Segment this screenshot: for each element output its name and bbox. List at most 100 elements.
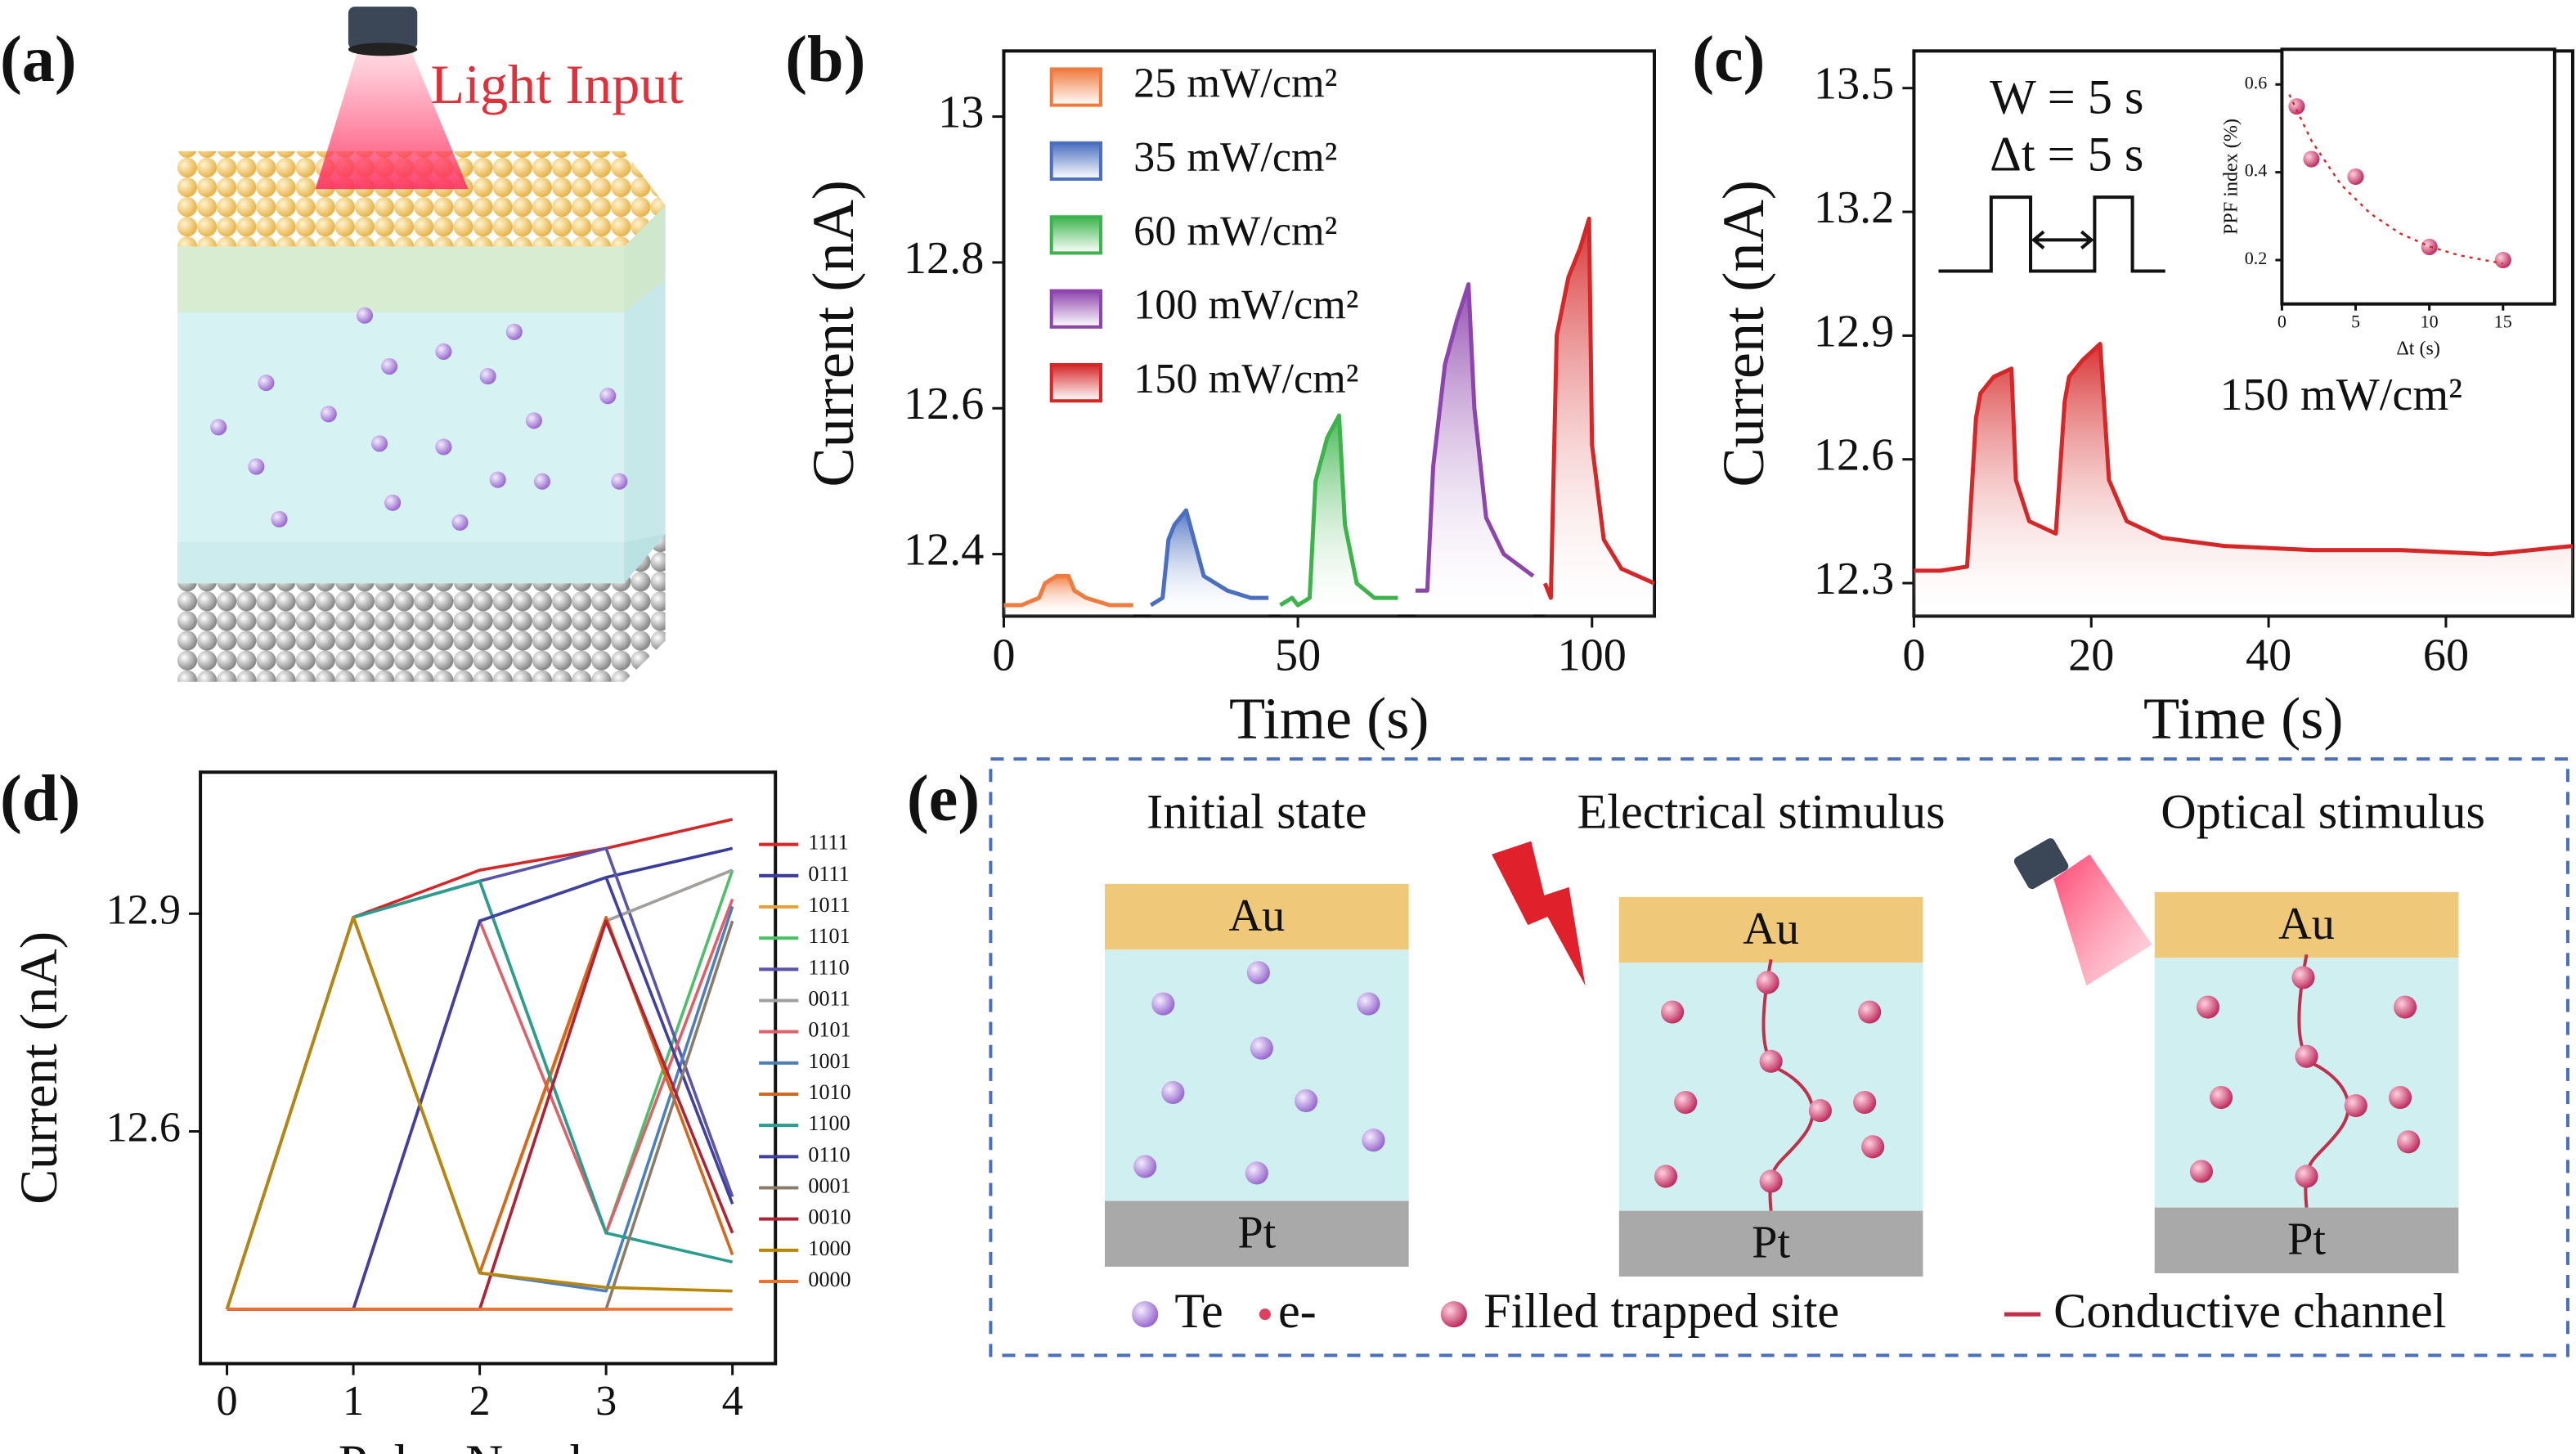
legend-label: Te [1174, 1284, 1223, 1339]
trapped-site [1808, 1099, 1832, 1123]
panel-label: (b) [785, 23, 865, 96]
trapped-site [2210, 1085, 2233, 1110]
x-tick-label: 100 [1558, 631, 1627, 681]
panel-a-shape [348, 43, 418, 56]
y-tick-label: 13 [938, 87, 984, 137]
y-tick-label: 12.6 [904, 379, 984, 429]
trapped-site [2397, 1130, 2421, 1154]
panel-a-shape [348, 7, 418, 50]
x-axis-label: Δt (s) [2396, 338, 2440, 359]
trapped-site [1654, 1165, 1678, 1188]
panel-a-shape-shape [210, 419, 227, 436]
legend-label: 1110 [808, 955, 849, 979]
au-layer [2154, 891, 2459, 958]
te-atom [1151, 992, 1175, 1016]
legend-label: 1001 [808, 1049, 850, 1073]
au-label: Au [2278, 899, 2335, 949]
legend-swatch [1049, 215, 1102, 255]
legend-label: e- [1278, 1284, 1317, 1339]
y-tick-label: 12.3 [1814, 554, 1894, 604]
pt-layer [2154, 1207, 2459, 1273]
legend-label: 1011 [808, 893, 850, 917]
trapped-site [1661, 1000, 1685, 1024]
panel-e: (e) Initial state Au Pt Electrical stimulus… [907, 757, 2569, 1358]
x-tick-label: 5 [2351, 311, 2360, 331]
panel-a-shape [315, 49, 469, 190]
legend-label: 0010 [808, 1205, 850, 1229]
panel-a-shape-shape [479, 368, 496, 385]
y-tick-label: 0.6 [2245, 72, 2268, 92]
legend-label: 0111 [808, 862, 849, 886]
x-axis-label: Time (s) [2143, 686, 2343, 752]
panel-a: (a) Light Input [0, 7, 684, 682]
y-axis-label: PPF index (%) [2221, 119, 2242, 235]
x-tick-label: 10 [2421, 311, 2439, 331]
legend-label: 0001 [808, 1174, 850, 1197]
legend-swatch [1049, 141, 1102, 182]
conductive-channel [1761, 958, 1815, 1211]
legend-label: 25 mW/cm² [1133, 60, 1337, 107]
trapped-site [1759, 1169, 1783, 1193]
legend-label: Conductive channel [2053, 1284, 2446, 1339]
chart: 0 5 10 15 0.2 0.4 0.6 Δt (s) PPF index (%) [2221, 47, 2556, 359]
legend-label: 1100 [808, 1111, 850, 1135]
annotation: W = 5 s [1990, 70, 2144, 124]
x-axis-label: Time (s) [1229, 686, 1429, 752]
panel-e-shape [1492, 841, 1586, 986]
legend-label: 1111 [808, 831, 848, 855]
pt-layer [1618, 1210, 1923, 1277]
y-tick-label: 0.4 [2245, 160, 2268, 181]
au-label: Au [1228, 891, 1285, 941]
chart: 0 1 2 3 4 12.6 12.9 Pulse Number Current (nA) (d)… [0, 762, 851, 1454]
panel-a-shape-shape [435, 438, 452, 455]
trapped-site [1853, 1090, 1877, 1115]
pt-label: Pt [1752, 1218, 1790, 1268]
area [1003, 576, 1133, 617]
legend-label: 60 mW/cm² [1133, 207, 1337, 254]
y-tick-label: 12.9 [1814, 306, 1894, 357]
trapped-site [1858, 1000, 1882, 1024]
panel-a-shape [177, 583, 625, 682]
panel-e-shape-shape [2013, 838, 2069, 890]
x-tick-label: 50 [1275, 631, 1321, 681]
au-layer [1105, 883, 1409, 950]
x-tick-label: 0 [2278, 311, 2287, 331]
line [225, 915, 733, 1310]
trapped-site [2388, 1085, 2412, 1110]
x-axis-label: Pulse Number [339, 1434, 638, 1454]
panel-e-shape [2013, 838, 2069, 890]
panel-a-shape-shape [489, 471, 506, 488]
trapped-site [1759, 1049, 1783, 1073]
panel-a-shape-shape [599, 388, 617, 405]
x-tick-label: 3 [595, 1377, 617, 1425]
legend-filled [1440, 1301, 1467, 1328]
te-atom [1161, 1080, 1185, 1105]
panel-label: (c) [1692, 23, 1765, 96]
line [2288, 94, 2504, 265]
point [2347, 168, 2364, 186]
line [1003, 573, 1133, 608]
panel-a-shape-shape [384, 494, 402, 511]
te-atom [1362, 1129, 1385, 1152]
x-tick-label: 0 [1902, 631, 1925, 681]
trapped-site [2295, 1165, 2318, 1188]
panel-a-shape [177, 205, 666, 312]
column-title: Optical stimulus [2161, 784, 2485, 839]
panel-label: (d) [0, 762, 80, 835]
point [2421, 238, 2438, 255]
panel-e-shape [989, 757, 2569, 1358]
y-tick-label: 12.4 [904, 525, 984, 576]
plot-frame [2280, 47, 2556, 306]
point [2494, 251, 2511, 269]
pt-layer [1105, 1200, 1409, 1267]
panel-a-shape [210, 307, 628, 531]
trapped-site [1674, 1090, 1698, 1115]
panel-label: (a) [0, 23, 77, 96]
pulse-schematic-shape [1938, 195, 2165, 273]
conductive-channel [2297, 954, 2350, 1208]
trapped-site [1861, 1135, 1885, 1159]
legend-label: 100 mW/cm² [1133, 281, 1358, 329]
x-tick-label: 2 [469, 1377, 491, 1425]
